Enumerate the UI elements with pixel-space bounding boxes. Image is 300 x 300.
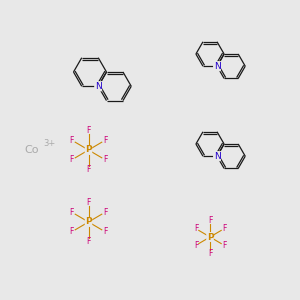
Text: 3+: 3+ <box>44 140 56 148</box>
Text: F: F <box>103 136 107 145</box>
Text: F: F <box>222 241 226 250</box>
Text: F: F <box>86 237 91 246</box>
Text: P: P <box>85 146 92 154</box>
Text: F: F <box>70 136 74 145</box>
Text: P: P <box>85 218 92 226</box>
Text: F: F <box>103 227 107 236</box>
Text: F: F <box>70 155 74 164</box>
Text: F: F <box>194 224 198 233</box>
Text: F: F <box>70 208 74 217</box>
Text: P: P <box>207 232 213 242</box>
Text: F: F <box>86 126 91 135</box>
Text: N: N <box>95 82 102 91</box>
Text: F: F <box>208 216 212 225</box>
Text: F: F <box>86 165 91 174</box>
Text: N: N <box>214 152 220 161</box>
Text: N: N <box>95 82 102 91</box>
Text: F: F <box>194 241 198 250</box>
Text: F: F <box>103 208 107 217</box>
Text: F: F <box>70 227 74 236</box>
Text: N: N <box>214 62 220 71</box>
Text: N: N <box>214 152 220 161</box>
Text: F: F <box>103 155 107 164</box>
Text: N: N <box>214 62 220 71</box>
Text: Co: Co <box>24 145 38 155</box>
Text: F: F <box>222 224 226 233</box>
Text: F: F <box>208 249 212 258</box>
Text: F: F <box>86 198 91 207</box>
